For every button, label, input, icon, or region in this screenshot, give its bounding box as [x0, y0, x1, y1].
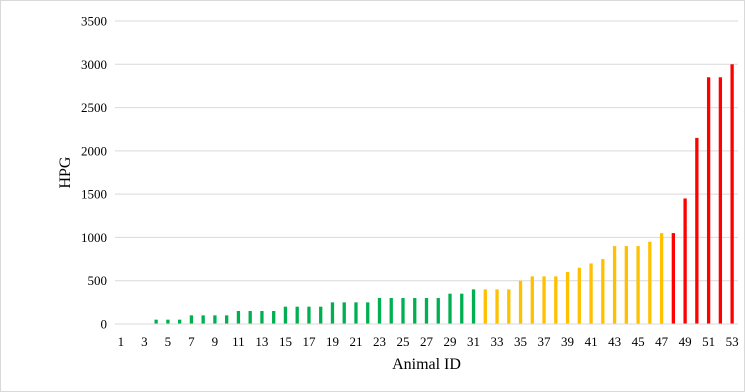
- x-tick-label: 23: [373, 334, 386, 349]
- bar-animal-26: [413, 298, 417, 324]
- x-axis-title: Animal ID: [392, 356, 461, 373]
- bar-animal-35: [518, 280, 523, 324]
- x-tick-label: 29: [444, 334, 457, 349]
- x-tick-label: 9: [212, 334, 219, 349]
- x-tick-label: 43: [608, 334, 621, 349]
- bar-animal-43: [612, 246, 617, 324]
- bar-animal-46: [648, 241, 652, 324]
- x-tick-label: 33: [491, 334, 504, 349]
- bar-animal-53: [730, 64, 734, 325]
- y-tick-label: 2500: [81, 100, 107, 115]
- x-tick-label: 25: [396, 334, 409, 349]
- x-tick-label: 51: [702, 334, 715, 349]
- bar-animal-16: [295, 306, 299, 324]
- bar-animal-9: [213, 315, 217, 324]
- bar-animal-36: [530, 276, 534, 324]
- x-tick-label: 17: [302, 334, 316, 349]
- bar-animal-37: [542, 276, 546, 324]
- x-tick-label: 21: [349, 334, 362, 349]
- x-tick-label: 11: [232, 334, 245, 349]
- x-tick-label: 31: [467, 334, 480, 349]
- x-tick-label: 15: [279, 334, 292, 349]
- bar-animal-7: [189, 315, 194, 324]
- bar-animal-19: [330, 302, 335, 324]
- x-tick-label: 41: [585, 334, 598, 349]
- bar-animal-28: [436, 298, 440, 324]
- bar-animal-29: [448, 293, 452, 324]
- bar-animal-10: [225, 315, 229, 324]
- x-tick-label: 35: [514, 334, 527, 349]
- bar-animal-6: [178, 319, 182, 324]
- bar-animal-12: [248, 311, 252, 324]
- bar-animal-5: [166, 319, 170, 324]
- y-tick-label: 500: [88, 273, 108, 288]
- bar-animal-4: [154, 319, 158, 324]
- bar-animal-32: [483, 289, 487, 324]
- bar-animal-22: [366, 302, 370, 324]
- bar-animal-38: [554, 276, 558, 324]
- bar-animal-11: [236, 311, 241, 324]
- bar-animal-39: [565, 272, 570, 324]
- bar-animal-8: [201, 315, 205, 324]
- bar-animal-24: [389, 298, 393, 324]
- bar-animal-31: [471, 289, 476, 324]
- y-tick-label: 3000: [81, 57, 107, 72]
- x-tick-label: 27: [420, 334, 434, 349]
- bar-animal-17: [307, 306, 311, 324]
- bar-animal-21: [354, 302, 358, 324]
- bar-animal-41: [589, 263, 593, 324]
- x-tick-label: 45: [632, 334, 645, 349]
- x-tick-label: 3: [141, 334, 148, 349]
- x-tick-label: 5: [165, 334, 172, 349]
- bar-animal-18: [319, 306, 323, 324]
- bar-animal-30: [460, 293, 464, 324]
- bar-animal-23: [377, 298, 382, 324]
- y-tick-label: 1500: [81, 187, 107, 202]
- x-tick-label: 1: [118, 334, 125, 349]
- bar-animal-50: [695, 137, 699, 324]
- bars: [154, 64, 734, 325]
- bar-animal-48: [671, 233, 675, 324]
- bar-animal-44: [624, 246, 628, 324]
- x-tick-label: 13: [255, 334, 268, 349]
- y-tick-label: 2000: [81, 143, 107, 158]
- y-axis-ticks: 0 500 1000 1500 2000 2500 3000 3500: [81, 14, 107, 332]
- bar-animal-20: [342, 302, 346, 324]
- bar-animal-52: [718, 77, 723, 325]
- y-tick-label: 0: [101, 317, 108, 332]
- bar-animal-49: [683, 198, 687, 324]
- bar-animal-40: [577, 267, 581, 324]
- bar-animal-13: [260, 311, 264, 324]
- y-tick-label: 3500: [81, 14, 107, 29]
- x-tick-label: 37: [538, 334, 552, 349]
- gridlines: [115, 20, 738, 282]
- x-tick-label: 53: [726, 334, 739, 349]
- x-tick-label: 49: [679, 334, 692, 349]
- bar-animal-27: [424, 298, 429, 324]
- bar-animal-34: [507, 289, 511, 324]
- x-axis-ticks: 1 3 5 7 9 11 13 15 17 19 21 23 25 27 29 31 33 35 37 39 41 43 4…: [118, 334, 739, 349]
- bar-animal-47: [659, 233, 664, 324]
- x-tick-label: 47: [655, 334, 669, 349]
- y-axis-title: HPG: [57, 156, 74, 188]
- bar-animal-33: [495, 289, 499, 324]
- bar-animal-25: [401, 298, 405, 324]
- bar-animal-45: [636, 246, 640, 324]
- bar-animal-42: [601, 259, 605, 324]
- bar-animal-14: [272, 311, 276, 324]
- x-tick-label: 7: [188, 334, 195, 349]
- bar-animal-51: [706, 77, 711, 325]
- x-tick-label: 39: [561, 334, 574, 349]
- y-tick-label: 1000: [81, 230, 107, 245]
- bar-animal-15: [283, 306, 288, 324]
- x-tick-label: 19: [326, 334, 339, 349]
